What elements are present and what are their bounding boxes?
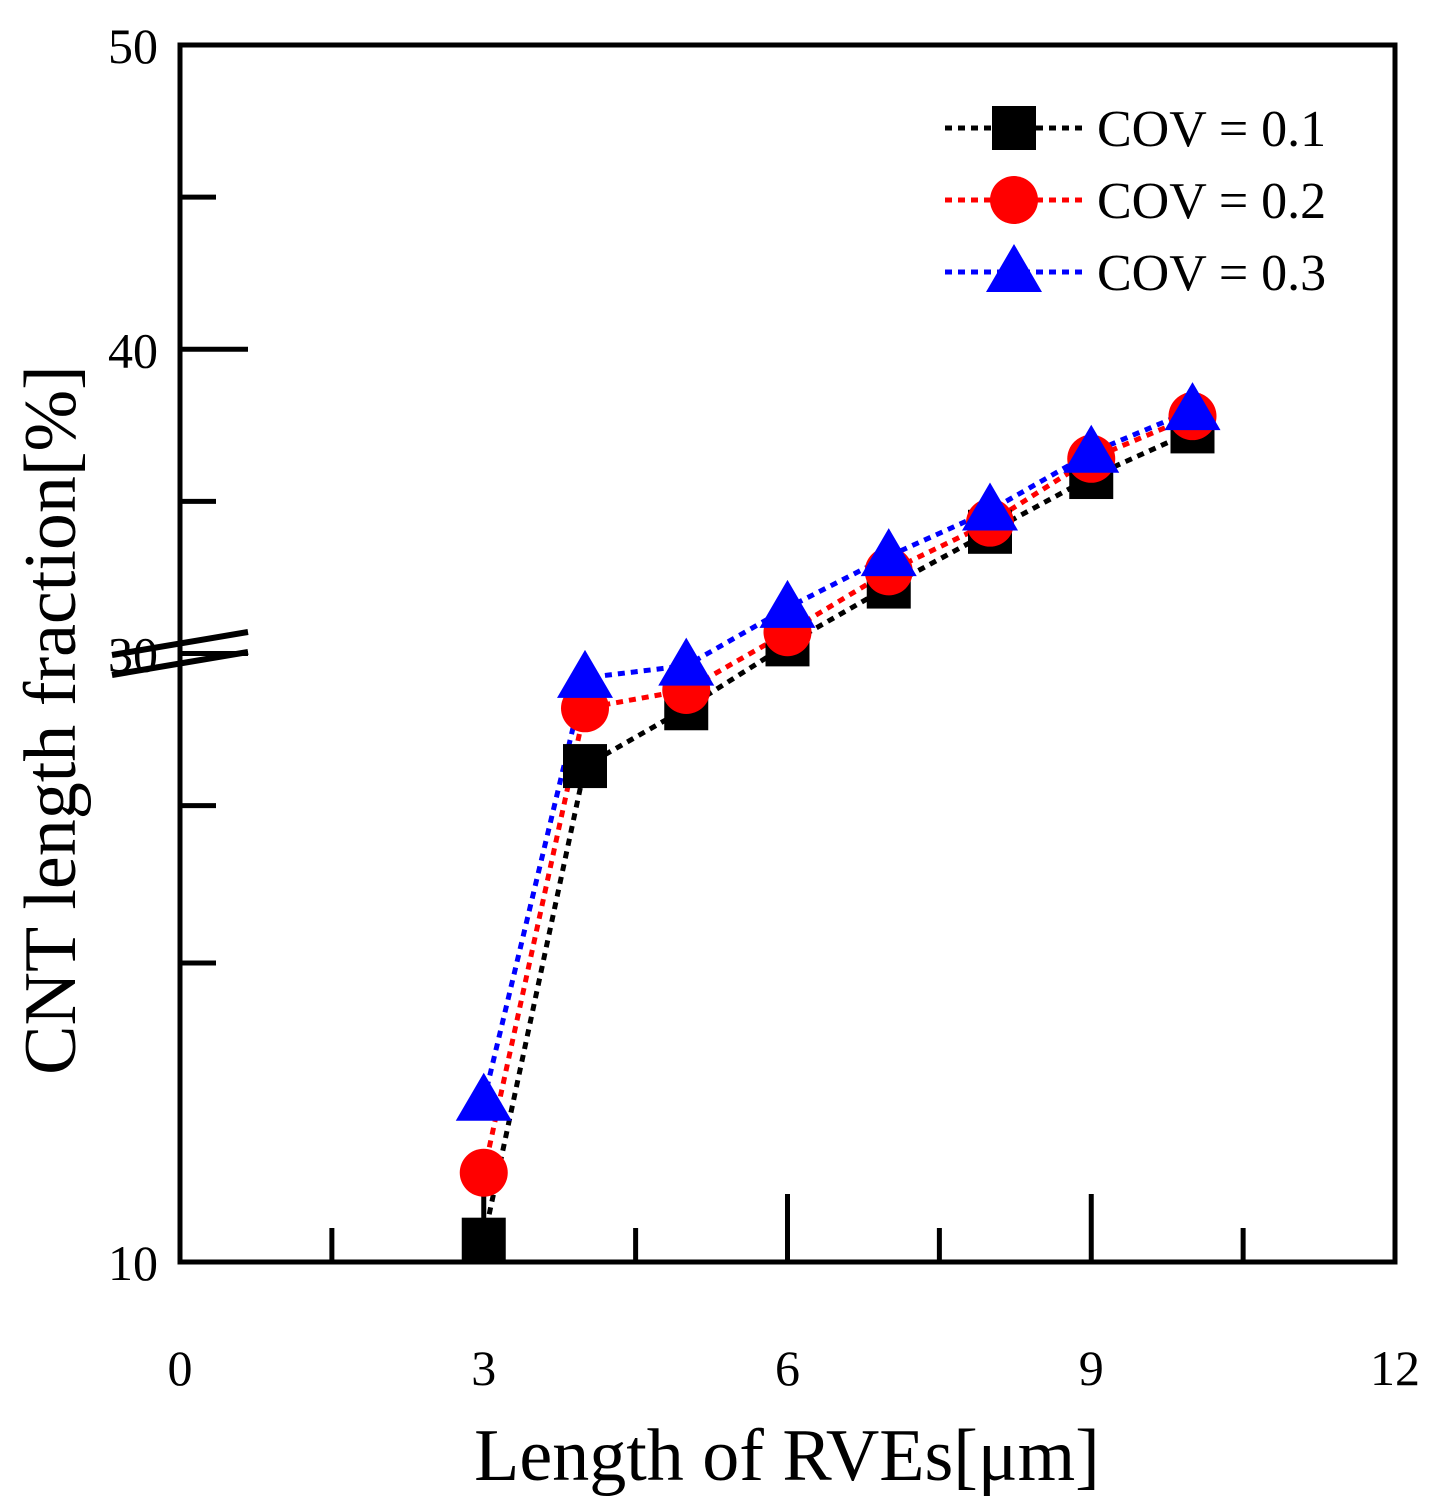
axis-break-mark-lower — [111, 649, 249, 678]
data-point — [455, 1072, 512, 1121]
y-axis-break — [111, 629, 249, 678]
y-tick-label: 50 — [108, 18, 158, 74]
x-tick-label: 9 — [1079, 1340, 1104, 1396]
plot-frame — [177, 42, 1398, 1265]
series-line — [481, 429, 1194, 1241]
series-2 — [481, 413, 1194, 1174]
x-tick-label: 0 — [168, 1340, 193, 1396]
series-1-markers — [461, 409, 1215, 1262]
legend: COV = 0.1 COV = 0.2 COV = 0.3 — [945, 101, 1326, 302]
data-point — [459, 1148, 508, 1197]
y-tick-label: 40 — [108, 322, 158, 378]
axis-ticks — [180, 194, 1246, 1262]
series-line — [481, 413, 1194, 1174]
data-point — [1164, 382, 1221, 431]
legend-item: COV = 0.1 — [945, 101, 1326, 158]
tick-labels: 0 3 6 9 12 10 30 40 50 — [108, 18, 1420, 1396]
data-point — [860, 528, 917, 577]
legend-item: COV = 0.2 — [945, 173, 1326, 230]
series-1 — [481, 429, 1194, 1241]
series-layer — [455, 382, 1221, 1262]
data-point — [461, 1217, 506, 1262]
data-point — [1063, 424, 1120, 473]
legend-label: COV = 0.2 — [1097, 173, 1326, 230]
legend-item: COV = 0.3 — [945, 244, 1326, 302]
data-point — [759, 579, 816, 628]
y-tick-label: 10 — [108, 1235, 158, 1291]
series-2-markers — [459, 392, 1217, 1197]
y-axis-title: CNT length fraction[%] — [10, 365, 92, 1075]
data-point — [658, 637, 715, 686]
x-axis-title: Length of RVEs[μm] — [474, 1415, 1100, 1497]
legend-marker — [990, 176, 1038, 224]
x-tick-label: 12 — [1370, 1340, 1420, 1396]
legend-label: COV = 0.1 — [1097, 101, 1326, 158]
axis-break-mark-upper — [111, 629, 249, 658]
x-tick-label: 6 — [775, 1340, 800, 1396]
series-3-markers — [455, 382, 1221, 1121]
data-point — [962, 482, 1018, 531]
data-point — [557, 649, 613, 698]
data-point — [563, 744, 607, 789]
legend-marker — [992, 106, 1036, 150]
y-tick-label: 30 — [108, 627, 158, 683]
legend-marker — [986, 244, 1042, 292]
legend-label: COV = 0.3 — [1097, 245, 1326, 302]
x-tick-label: 3 — [471, 1340, 496, 1396]
